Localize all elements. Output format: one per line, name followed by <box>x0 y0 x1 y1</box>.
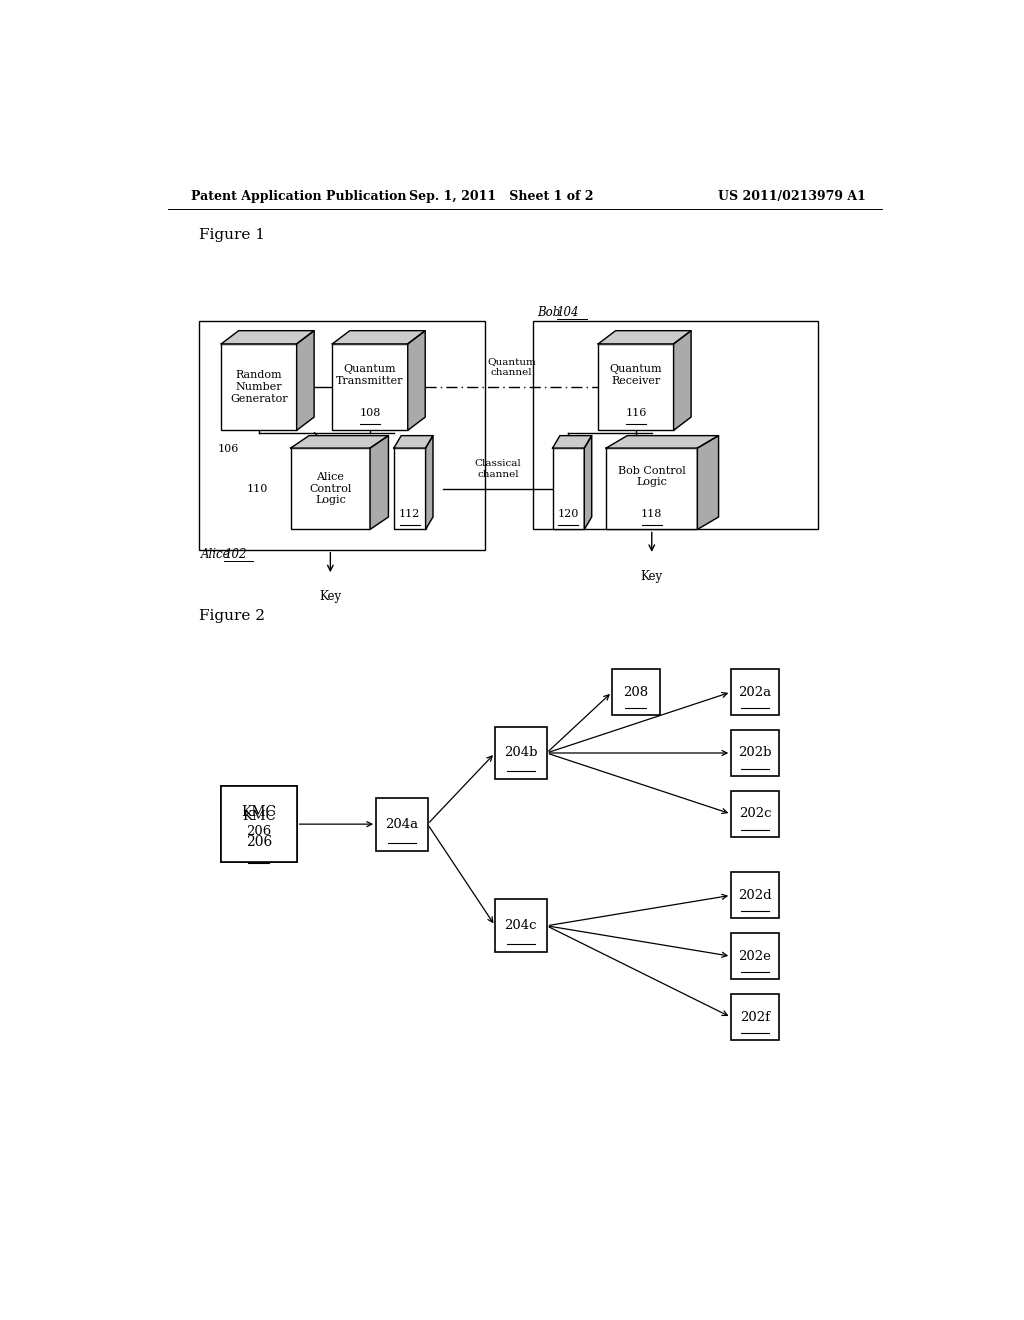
Text: Bob: Bob <box>537 306 563 319</box>
Bar <box>731 669 779 715</box>
Bar <box>495 899 547 952</box>
Text: 106: 106 <box>217 444 239 454</box>
Bar <box>553 447 585 529</box>
Text: Random
Number
Generator: Random Number Generator <box>230 371 288 404</box>
Text: 116: 116 <box>626 408 646 417</box>
Text: 120: 120 <box>558 510 580 519</box>
Polygon shape <box>370 436 388 529</box>
Text: 118: 118 <box>641 510 663 519</box>
Bar <box>221 345 297 430</box>
Text: Quantum
Receiver: Quantum Receiver <box>609 364 663 385</box>
Text: Alice: Alice <box>201 548 234 561</box>
Text: Figure 1: Figure 1 <box>200 227 265 242</box>
Bar <box>731 730 779 776</box>
Polygon shape <box>297 331 314 430</box>
Bar <box>731 873 779 919</box>
Text: US 2011/0213979 A1: US 2011/0213979 A1 <box>718 190 866 202</box>
Polygon shape <box>408 331 425 430</box>
Bar <box>200 321 485 549</box>
Text: 204c: 204c <box>505 919 537 932</box>
Text: 202b: 202b <box>738 747 772 759</box>
Bar <box>731 933 779 979</box>
Bar <box>612 669 659 715</box>
Text: 108: 108 <box>359 408 381 417</box>
Text: KMC
206: KMC 206 <box>242 810 275 838</box>
Polygon shape <box>221 331 314 345</box>
Bar <box>598 345 674 430</box>
Bar <box>333 345 408 430</box>
Polygon shape <box>394 436 433 447</box>
Text: Sep. 1, 2011   Sheet 1 of 2: Sep. 1, 2011 Sheet 1 of 2 <box>409 190 593 202</box>
Text: Quantum
channel: Quantum channel <box>487 358 537 378</box>
Text: Key: Key <box>641 570 663 583</box>
Text: 202c: 202c <box>738 808 771 821</box>
Text: Bob Control
Logic: Bob Control Logic <box>617 466 686 487</box>
Text: Key: Key <box>319 590 341 603</box>
Polygon shape <box>585 436 592 529</box>
Polygon shape <box>426 436 433 529</box>
Polygon shape <box>598 331 691 345</box>
Text: Patent Application Publication: Patent Application Publication <box>191 190 407 202</box>
Text: Figure 2: Figure 2 <box>200 609 265 623</box>
Bar <box>394 447 426 529</box>
Text: 206: 206 <box>246 836 272 850</box>
Text: 104: 104 <box>557 306 579 319</box>
Polygon shape <box>606 436 719 447</box>
Text: KMC: KMC <box>242 805 276 818</box>
Text: 208: 208 <box>624 685 648 698</box>
Text: 110: 110 <box>247 483 268 494</box>
Polygon shape <box>553 436 592 447</box>
Text: 202d: 202d <box>738 888 772 902</box>
Text: 202f: 202f <box>740 1011 770 1024</box>
Polygon shape <box>697 436 719 529</box>
Text: 204a: 204a <box>385 817 419 830</box>
Text: 204b: 204b <box>504 747 538 759</box>
Bar <box>606 447 697 529</box>
Polygon shape <box>291 436 388 447</box>
Bar <box>376 797 428 850</box>
Text: Classical
channel: Classical channel <box>474 459 521 479</box>
Bar <box>495 726 547 779</box>
Bar <box>731 994 779 1040</box>
Bar <box>291 447 370 529</box>
Bar <box>221 785 297 862</box>
Text: 112: 112 <box>399 510 421 519</box>
Text: 202e: 202e <box>738 950 771 962</box>
Polygon shape <box>674 331 691 430</box>
Text: 102: 102 <box>224 548 247 561</box>
Text: Alice
Control
Logic: Alice Control Logic <box>309 473 351 506</box>
Bar <box>532 321 818 529</box>
Bar <box>221 785 297 862</box>
Polygon shape <box>333 331 425 345</box>
Bar <box>731 791 779 837</box>
Text: 202a: 202a <box>738 685 771 698</box>
Text: Quantum
Transmitter: Quantum Transmitter <box>336 364 403 385</box>
